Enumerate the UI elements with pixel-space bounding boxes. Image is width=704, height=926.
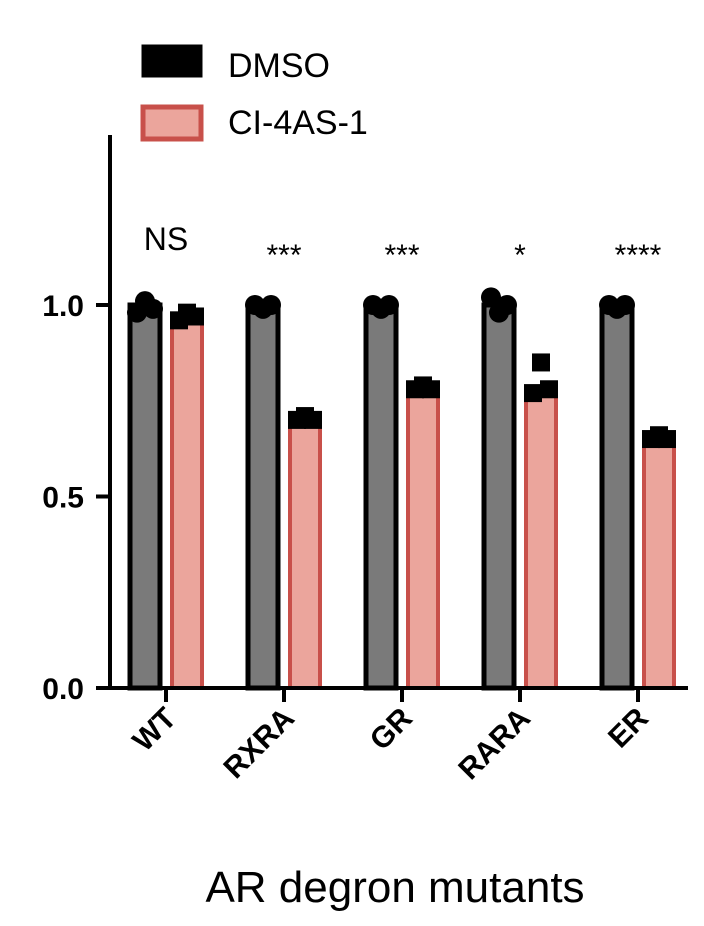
x-tick-label-rara: RARA [452,702,537,787]
y-tick-label: 0.0 [42,673,84,706]
x-axis-title: AR degron mutants [205,863,584,912]
significance-label-rxra: *** [266,239,301,272]
legend-swatch-dmso [141,44,203,78]
legend-swatch-ci-4as-1 [140,104,204,142]
point-dmso-rxra [261,295,281,315]
legend-label-ci-4as-1: CI-4AS-1 [228,104,368,142]
bar-dmso-wt [127,302,163,691]
point-dmso-rara [481,287,501,308]
point-dmso-rara [497,295,517,315]
x-tick-label-gr: GR [364,701,419,756]
bar-dmso-rxra [245,302,281,691]
legend: DMSO CI-4AS-1 [140,44,368,142]
point-ci-4as-1-rxra [304,410,322,429]
bar-ci-4as-1-wt [170,318,204,690]
point-ci-4as-1-wt [186,307,204,326]
x-tick-label-wt: WT [127,702,183,758]
point-ci-4as-1-rara [540,380,558,399]
point-dmso-er [615,295,635,315]
point-dmso-gr [379,295,399,315]
significance-label-gr: *** [384,239,419,272]
bar-dmso-gr [363,302,399,691]
point-ci-4as-1-rara [532,353,550,372]
bar-ci-4as-1-rxra [288,417,322,690]
significance-label-er: **** [615,239,662,272]
y-tick-label: 1.0 [42,290,84,323]
x-tick-label-er: ER [602,701,655,754]
significance-label-wt: NS [144,221,188,257]
bar-ci-4as-1-rara [524,387,558,690]
point-ci-4as-1-gr [422,380,440,399]
y-tick-label: 0.5 [42,482,84,515]
significance-label-rara: * [514,239,526,272]
bar-ci-4as-1-gr [406,387,440,690]
bar-dmso-er [599,302,635,691]
x-tick-label-rxra: RXRA [218,702,301,785]
bar-dmso-rara [481,302,517,691]
legend-label-dmso: DMSO [228,47,330,85]
point-ci-4as-1-rara [524,384,542,403]
point-dmso-wt [143,298,163,319]
bar-ci-4as-1-er [642,437,676,690]
point-ci-4as-1-er [658,430,676,449]
